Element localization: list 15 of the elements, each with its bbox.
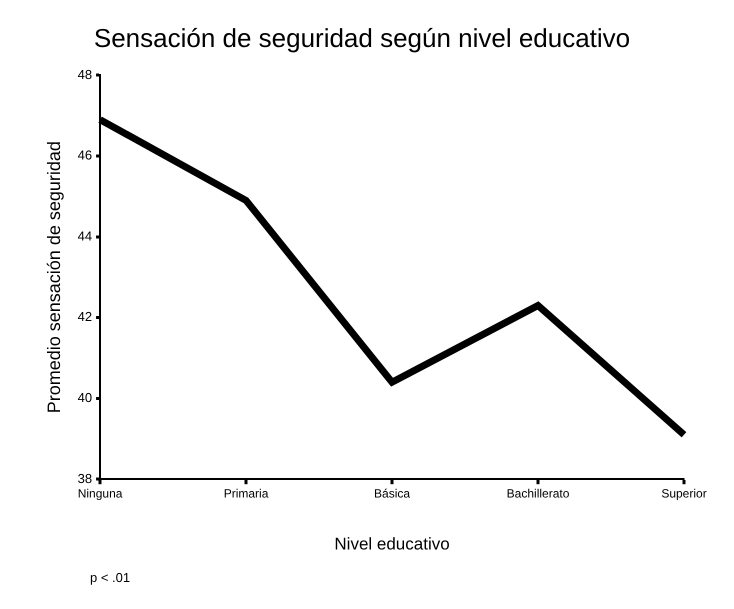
x-tick-label: Básica (374, 486, 410, 501)
y-axis-title: Promedio sensación de seguridad (44, 141, 64, 414)
y-tick-label: 42 (78, 309, 92, 324)
x-tick-label: Superior (661, 486, 707, 501)
y-tick-label: 38 (78, 470, 92, 486)
x-tick-label: Primaria (224, 486, 269, 501)
chart-title: Sensación de seguridad según nivel educativo (94, 22, 630, 53)
x-axis-title: Nivel educativo (334, 534, 450, 554)
y-tick-label: 44 (78, 228, 92, 244)
y-tick-label: 40 (78, 390, 92, 405)
x-tick-label: Ninguna (78, 486, 123, 501)
y-tick-label: 48 (78, 66, 92, 82)
x-tick-label: Bachillerato (506, 486, 570, 501)
text: p < .01 (90, 570, 130, 585)
y-tick-label: 46 (78, 148, 92, 163)
